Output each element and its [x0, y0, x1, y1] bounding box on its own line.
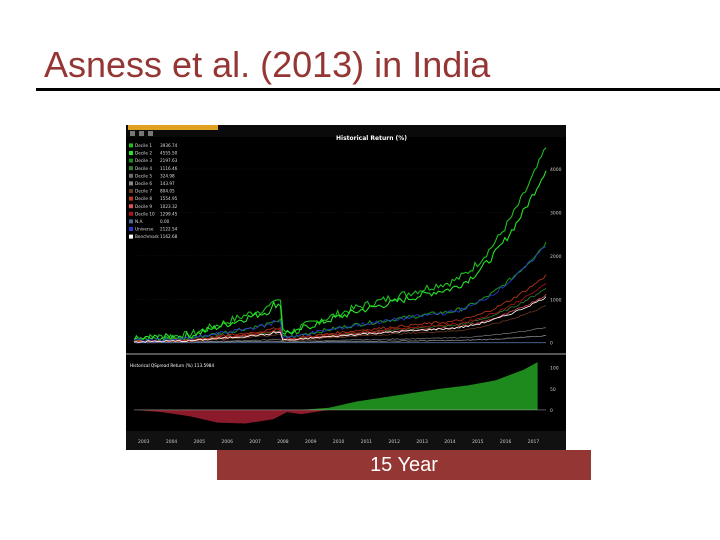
y-tick-label: 1000: [550, 297, 562, 303]
legend-swatch: [129, 227, 133, 231]
legend-swatch: [129, 219, 133, 224]
legend-label: Decile 4: [135, 166, 152, 171]
legend-label: Decile 6: [135, 181, 152, 186]
legend-label: Benchmark: [135, 234, 159, 239]
chart-canvas: Historical Return (%) 01000200030004000 …: [126, 125, 566, 450]
x-tick-label: 2009: [305, 439, 317, 445]
legend: Decile 1 3936.74 Decile 2 4555.50 Decile 3 21…: [129, 143, 178, 239]
legend-value: 143.97: [160, 181, 175, 186]
series-line-benchmark: [133, 296, 547, 343]
caption-bar: 15 Year: [217, 450, 591, 480]
x-tick-label: 2003: [138, 439, 150, 445]
x-tick-label: 2007: [249, 439, 261, 445]
x-tick-label: 2014: [444, 439, 456, 445]
x-tick-label: 2004: [166, 439, 178, 445]
series-line-decile-7: [133, 304, 547, 343]
legend-value: 1554.95: [160, 196, 178, 201]
x-tick-label: 2011: [361, 439, 373, 445]
legend-value: 3936.74: [160, 143, 178, 148]
y-tick-label: 4000: [550, 167, 562, 173]
legend-value: 1299.45: [160, 211, 178, 216]
slide-title: Asness et al. (2013) in India: [44, 44, 491, 85]
x-tick-label: 2016: [500, 439, 512, 445]
chart-title: Historical Return (%): [336, 135, 407, 142]
legend-label: Universe: [135, 227, 154, 232]
series-line-decile-10: [134, 283, 547, 343]
legend-swatch: [129, 158, 133, 163]
toolbar-plus-icon[interactable]: [130, 131, 135, 136]
spread-positive-area: [134, 362, 538, 410]
legend-swatch: [129, 211, 133, 216]
legend-swatch: [129, 189, 133, 193]
series-line-decile-6: [133, 335, 547, 344]
legend-label: Decile 3: [135, 158, 152, 163]
legend-value: 324.98: [160, 173, 175, 178]
legend-label: Decile 5: [135, 173, 152, 178]
legend-label: Decile 1: [135, 143, 152, 148]
legend-label: Decile 10: [135, 211, 155, 216]
legend-value: 2122.54: [160, 227, 178, 232]
legend-value: 0.00: [160, 219, 170, 224]
toolbar-tab[interactable]: [128, 125, 218, 130]
chart-toolbar: [126, 125, 566, 137]
legend-swatch: [129, 181, 133, 186]
y-tick-label: 3000: [550, 210, 562, 216]
x-tick-label: 2010: [333, 439, 345, 445]
legend-label: N.A.: [135, 219, 144, 224]
y-tick-label: 2000: [550, 254, 562, 260]
legend-value: 1023.32: [160, 204, 178, 209]
spread-y-tick-label: 100: [550, 366, 559, 372]
series-line-decile-2: [133, 170, 547, 343]
legend-value: 1162.68: [160, 234, 178, 239]
series-line-decile-1: [133, 147, 547, 343]
legend-swatch: [129, 173, 133, 178]
spread-y-tick-label: 0: [550, 408, 553, 414]
legend-label: Decile 2: [135, 151, 152, 156]
legend-value: 804.05: [160, 189, 175, 194]
legend-value: 1116.46: [160, 166, 178, 171]
legend-swatch: [129, 234, 133, 239]
series-line-decile-8: [133, 274, 547, 343]
legend-swatch: [129, 151, 133, 155]
x-tick-label: 2013: [416, 439, 428, 445]
legend-label: Decile 9: [135, 204, 152, 209]
spread-negative-area: [134, 409, 538, 424]
chart-screenshot: Historical Return (%) 0 1000 2000 3000 4000 …: [126, 125, 566, 450]
legend-label: Decile 7: [135, 189, 152, 194]
x-tick-label: 2012: [389, 439, 401, 445]
series-line-decile-3: [133, 241, 547, 343]
x-tick-label: 2008: [277, 439, 289, 445]
legend-swatch: [129, 204, 133, 209]
toolbar-zoom-icon[interactable]: [148, 131, 153, 136]
spread-y-tick-label: 50: [550, 387, 556, 393]
toolbar-tool-icon[interactable]: [139, 131, 144, 136]
y-tick-label: 0: [550, 341, 553, 347]
legend-value: 4555.50: [160, 151, 178, 156]
spread-title: Historical QSpread Return (%) 113.5984: [130, 363, 214, 368]
x-tick-label: 2017: [528, 439, 540, 445]
legend-label: Decile 8: [135, 196, 152, 201]
legend-swatch: [129, 196, 133, 201]
legend-value: 2197.63: [160, 158, 178, 163]
x-tick-label: 2005: [194, 439, 206, 445]
x-tick-label: 2015: [472, 439, 484, 445]
series-line-universe: [133, 246, 547, 343]
x-tick-label: 2006: [222, 439, 234, 445]
legend-swatch: [129, 143, 133, 148]
title-underline: [36, 88, 720, 91]
legend-swatch: [129, 166, 133, 171]
